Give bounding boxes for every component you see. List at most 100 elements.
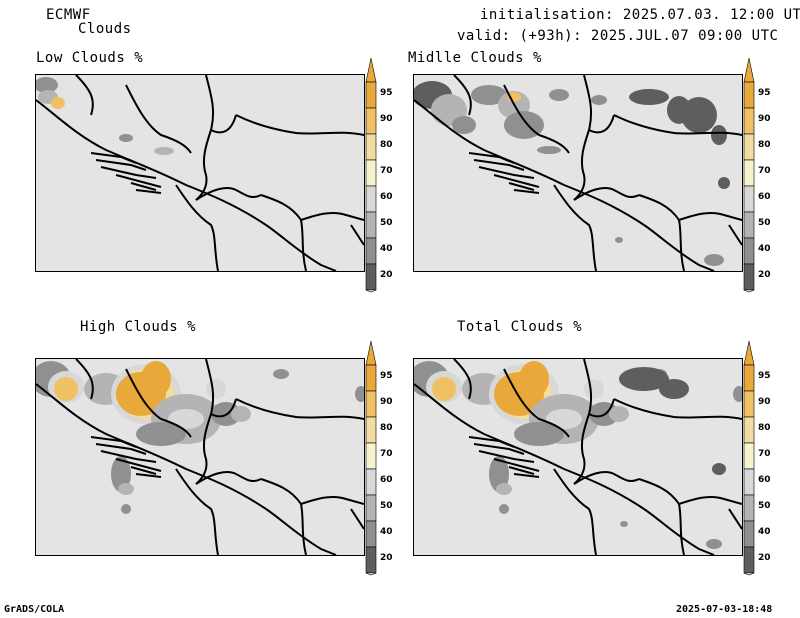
border-line <box>453 75 472 116</box>
colorbar-segment <box>365 494 377 522</box>
colorbar-label: 20 <box>380 270 393 280</box>
cloud-area <box>591 95 607 105</box>
colorbar-bottom-arrow <box>743 572 755 576</box>
border-line <box>195 187 262 201</box>
colorbar-svg <box>365 57 377 293</box>
colorbar-label: 80 <box>380 423 393 433</box>
border-line <box>513 189 540 194</box>
colorbar-label: 20 <box>380 553 393 563</box>
border-line <box>508 466 535 475</box>
border-line <box>195 359 215 485</box>
map-total-clouds <box>413 358 743 556</box>
colorbar-segment <box>743 468 755 496</box>
cloud-area <box>119 134 133 142</box>
cloud-area <box>706 539 722 549</box>
border-line <box>468 436 515 448</box>
cloud-area <box>546 409 582 429</box>
cloud-area <box>496 483 512 495</box>
border-line <box>350 508 364 530</box>
border-line <box>125 368 192 438</box>
colorbar-label: 70 <box>380 166 393 176</box>
colorbar-top-arrow <box>365 57 377 83</box>
colorbar-label: 95 <box>380 88 393 98</box>
colorbar-label: 95 <box>758 88 771 98</box>
colorbar-label: 40 <box>758 527 771 537</box>
border-line <box>115 174 162 188</box>
colorbar-svg <box>743 340 755 576</box>
border-line <box>643 224 715 271</box>
border-line <box>300 495 364 505</box>
border-line <box>260 478 307 555</box>
cloud-area <box>514 422 564 446</box>
border-line <box>195 471 262 485</box>
colorbar-label: 50 <box>758 501 771 511</box>
map-svg <box>36 359 364 555</box>
border-line <box>115 458 162 472</box>
map-svg <box>36 75 364 271</box>
panel-title-middle: Midlle Clouds % <box>408 50 542 66</box>
colorbar-bottom-arrow <box>365 572 377 576</box>
colorbar-label: 90 <box>758 397 771 407</box>
colorbar-segment <box>365 211 377 239</box>
cloud-area <box>355 386 364 402</box>
colorbar-label: 60 <box>758 475 771 485</box>
border-line <box>728 508 742 530</box>
border-line <box>36 383 267 510</box>
map-low-clouds <box>35 74 365 272</box>
cloud-area <box>432 377 456 401</box>
colorbar-label: 20 <box>758 270 771 280</box>
border-line <box>235 398 364 420</box>
colorbar-top-arrow <box>365 340 377 366</box>
colorbar-segment <box>365 416 377 444</box>
colorbar-label: 50 <box>380 501 393 511</box>
border-line <box>95 443 147 455</box>
cloud-area <box>733 386 742 402</box>
cloud-area <box>519 361 549 397</box>
border-line <box>135 189 162 194</box>
border-line <box>210 114 237 134</box>
border-line <box>573 75 593 201</box>
cloud-area <box>121 504 131 514</box>
colorbar-segment <box>743 442 755 470</box>
colorbar-segment <box>365 107 377 135</box>
border-line <box>573 359 593 485</box>
colorbar-total: 95 90 80 70 60 50 40 20 <box>743 340 771 576</box>
cloud-area <box>273 369 289 379</box>
footer-timestamp: 2025-07-03-18:48 <box>676 604 773 615</box>
map-svg <box>414 75 742 271</box>
cloud-area <box>499 504 509 514</box>
border-line <box>135 473 162 478</box>
border-line <box>265 224 337 271</box>
border-line <box>90 152 137 164</box>
border-line <box>493 174 540 188</box>
colorbar-label: 80 <box>758 140 771 150</box>
footer-software: GrADS/COLA <box>4 604 65 615</box>
cloud-area <box>620 521 628 527</box>
border-line <box>414 99 645 226</box>
border-line <box>265 508 337 555</box>
cloud-area <box>231 406 251 422</box>
colorbar-top-arrow <box>743 57 755 83</box>
cloud-area <box>54 377 78 401</box>
border-line <box>573 187 640 201</box>
border-line <box>503 368 570 438</box>
border-line <box>473 443 525 455</box>
cloud-area <box>452 116 476 134</box>
colorbar-segment <box>743 159 755 187</box>
cloud-area <box>118 483 134 495</box>
valid-time: valid: (+93h): 2025.JUL.07 09:00 UTC <box>457 28 779 44</box>
colorbar-label: 60 <box>380 475 393 485</box>
panel-title-total: Total Clouds % <box>457 319 583 335</box>
cloud-area <box>154 147 174 155</box>
colorbar-segment <box>743 185 755 213</box>
colorbar-segment <box>365 81 377 109</box>
border-line <box>478 166 535 179</box>
colorbar-segment <box>743 263 755 291</box>
colorbar-label: 95 <box>380 371 393 381</box>
border-line <box>638 194 685 271</box>
border-line <box>638 478 685 555</box>
border-line <box>175 468 219 555</box>
cloud-area <box>537 146 561 154</box>
cloud-area <box>681 97 717 133</box>
colorbar-segment <box>365 442 377 470</box>
